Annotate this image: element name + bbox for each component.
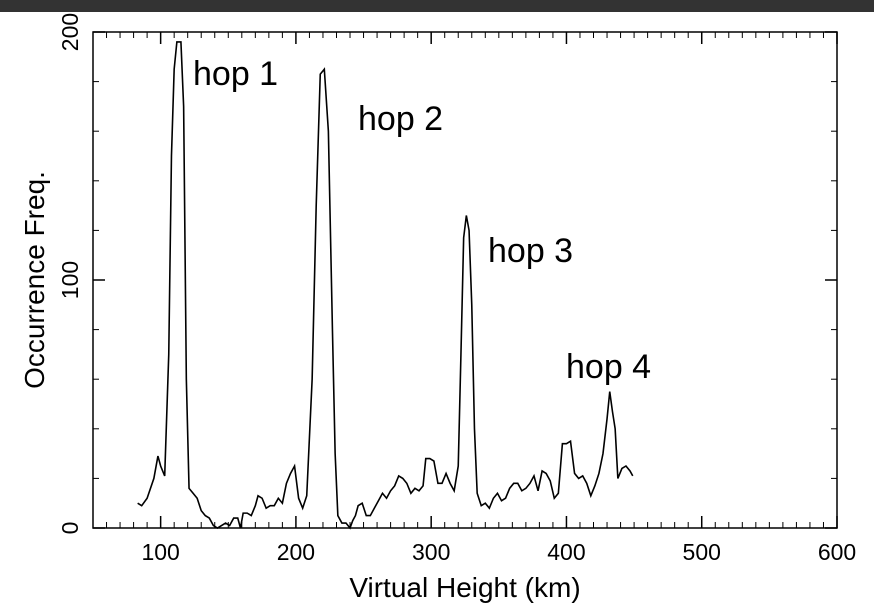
x-tick-label: 600 [818, 539, 856, 565]
data-line [137, 41, 634, 530]
x-tick-label: 200 [277, 539, 315, 565]
x-tick-label: 400 [547, 539, 585, 565]
x-tick-label: 300 [412, 539, 450, 565]
x-tick-label: 500 [683, 539, 721, 565]
annotation: hop 3 [488, 232, 573, 270]
plot-frame [92, 31, 838, 529]
y-axis-label: Occurrence Freq. [19, 171, 50, 389]
annotation: hop 2 [358, 100, 443, 138]
x-axis-label: Virtual Height (km) [349, 572, 580, 603]
y-tick-label: 100 [57, 261, 83, 299]
y-tick-label: 200 [57, 13, 83, 51]
annotation: hop 1 [193, 55, 278, 93]
x-tick-label: 100 [141, 539, 179, 565]
annotation: hop 4 [566, 348, 651, 386]
y-tick-label: 0 [57, 522, 83, 535]
top-banner [0, 0, 874, 12]
